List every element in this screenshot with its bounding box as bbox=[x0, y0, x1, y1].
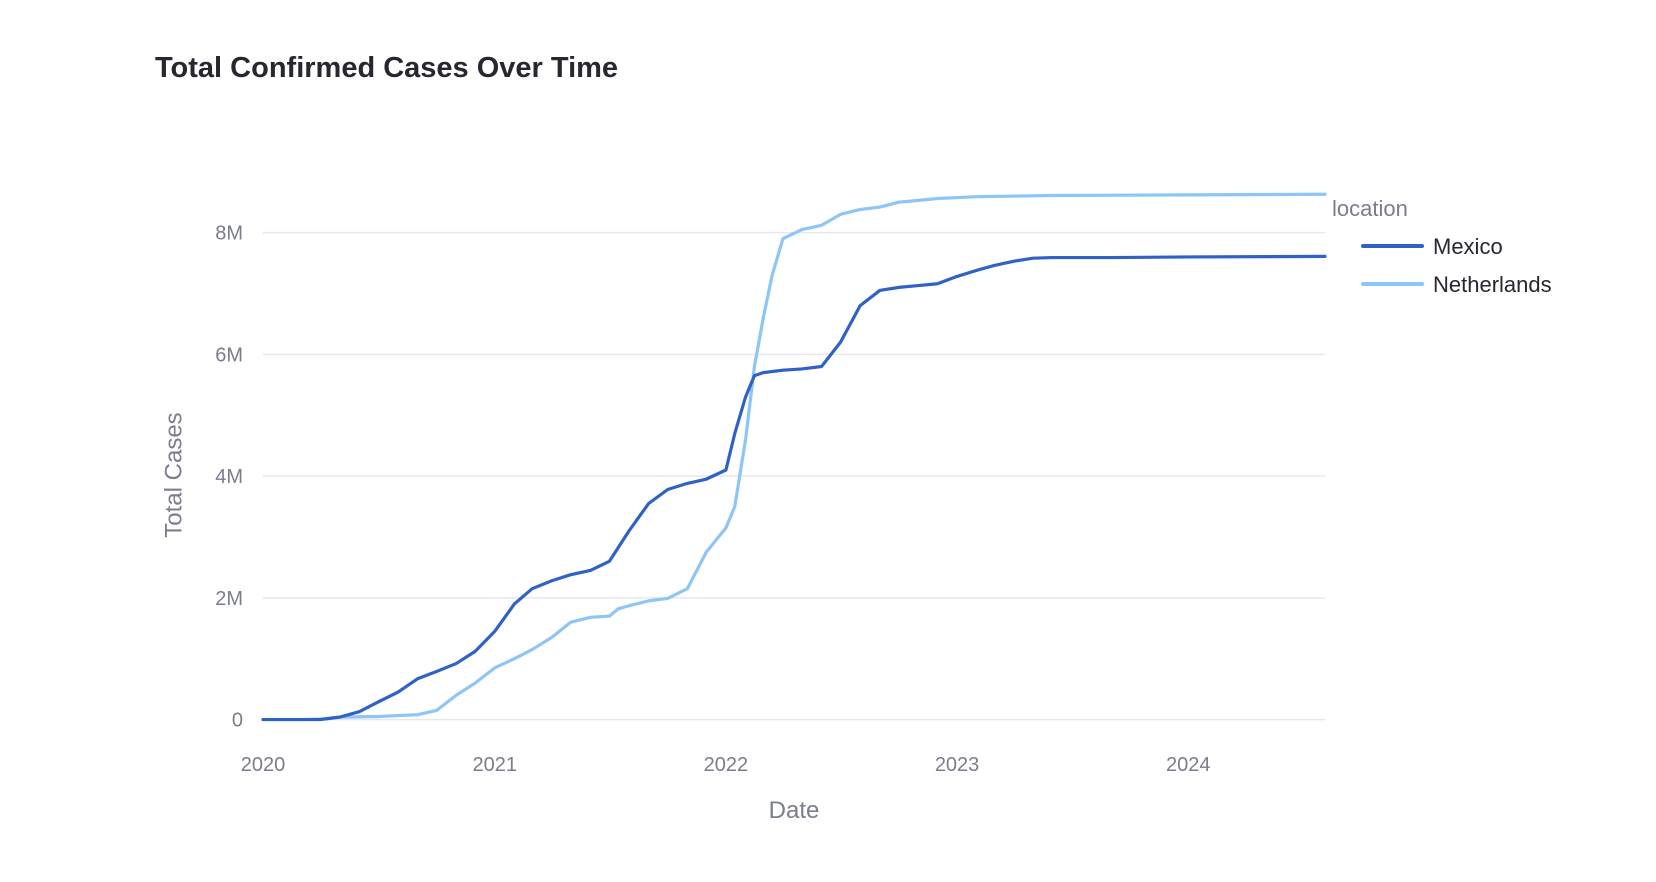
legend-item-netherlands[interactable]: Netherlands bbox=[1361, 272, 1552, 297]
legend-label: Netherlands bbox=[1433, 272, 1552, 297]
grid bbox=[263, 231, 1325, 721]
x-tick-label: 2021 bbox=[473, 754, 518, 776]
y-axis: 0 2M 4M 6M 8M bbox=[215, 223, 243, 732]
y-tick-label: 4M bbox=[215, 466, 243, 488]
x-tick-label: 2024 bbox=[1166, 754, 1211, 776]
series-line-netherlands[interactable] bbox=[261, 192, 1327, 722]
legend-item-mexico[interactable]: Mexico bbox=[1361, 234, 1503, 259]
legend[interactable]: location Mexico Netherlands bbox=[1332, 196, 1552, 297]
legend-title: location bbox=[1332, 196, 1408, 221]
y-tick-label: 8M bbox=[215, 223, 243, 245]
x-axis-title: Date bbox=[769, 797, 820, 824]
x-axis: 2020 2021 2022 2023 2024 bbox=[241, 754, 1211, 776]
x-tick-label: 2020 bbox=[241, 754, 286, 776]
y-tick-label: 0 bbox=[232, 710, 243, 732]
y-axis-title: Total Cases bbox=[160, 412, 187, 537]
series-line-mexico[interactable] bbox=[261, 254, 1327, 722]
y-tick-label: 2M bbox=[215, 588, 243, 610]
legend-label: Mexico bbox=[1433, 234, 1503, 259]
y-tick-label: 6M bbox=[215, 344, 243, 366]
chart-title: Total Confirmed Cases Over Time bbox=[155, 52, 619, 84]
series-lines bbox=[261, 192, 1327, 722]
x-tick-label: 2023 bbox=[935, 754, 980, 776]
x-tick-label: 2022 bbox=[704, 754, 749, 776]
